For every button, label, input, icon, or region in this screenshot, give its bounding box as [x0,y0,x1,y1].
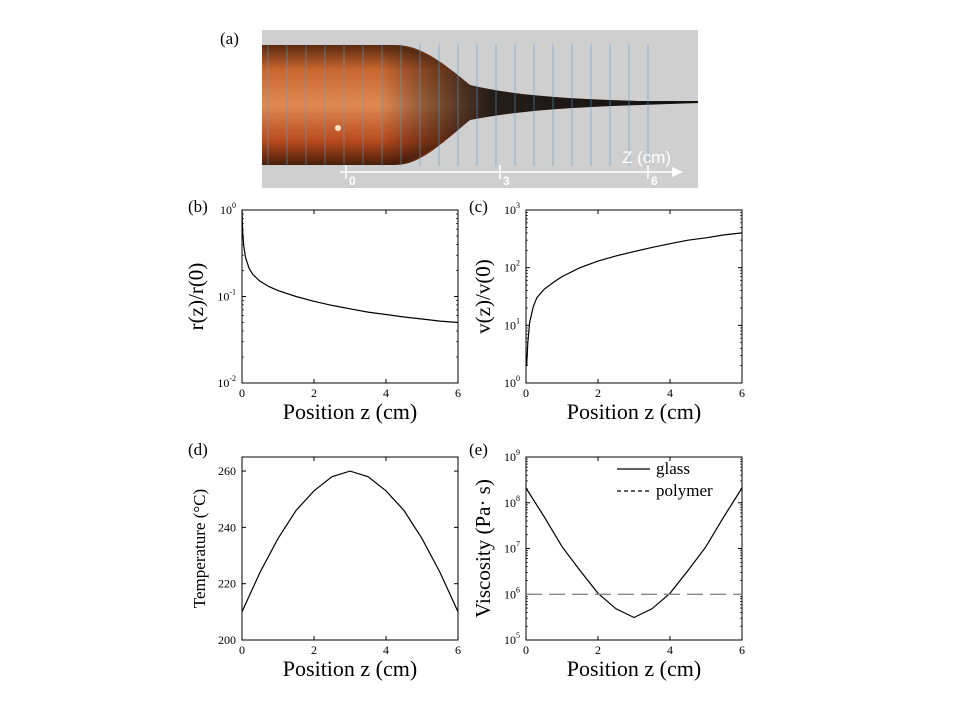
series-line-curve [241,209,459,324]
photo-gridlines [267,44,649,166]
y-tick-label: 100 [220,201,236,217]
y-tick-exp: -2 [229,374,236,383]
y-tick-exp: 5 [516,631,520,640]
y-tick-base: 10 [504,261,516,275]
photo-tick-label-6: 6 [651,174,658,188]
panel-label-a: (a) [220,29,239,48]
y-tick-label: 200 [218,633,236,647]
y-tick-exp: 3 [516,201,520,210]
x-tick-label: 4 [667,386,673,400]
y-tick-label: 260 [218,464,236,478]
x-tick-label: 2 [311,386,317,400]
x-tick-label: 4 [383,643,389,657]
x-tick-label: 2 [595,643,601,657]
y-tick-base: 10 [504,587,516,601]
y-tick-label: 240 [218,520,236,534]
panel-label-c: (c) [469,197,488,216]
x-tick-label: 6 [455,386,461,400]
y-tick-exp: 6 [516,585,520,594]
y-tick-label: 102 [504,259,520,275]
x-axis-label: Position z (cm) [283,399,417,424]
y-tick-label: 105 [504,631,520,647]
preform-neck-shadow [380,45,698,165]
photo-scale-arrow [672,167,683,177]
x-tick-label: 0 [239,643,245,657]
y-axis-label: Viscosity (Pa· s) [471,479,495,618]
y-axis-label: v(z)/v(0) [471,259,495,334]
x-tick-label: 6 [739,643,745,657]
axes-frame [241,209,459,384]
y-tick-exp: 1 [516,316,520,325]
y-tick-exp: 2 [516,259,520,268]
y-tick-label: 106 [504,585,520,601]
legend-label-polymer: polymer [656,481,713,500]
y-axis-label: Temperature (°C) [190,489,209,608]
x-tick-label: 2 [311,643,317,657]
x-axis-label: Position z (cm) [567,399,701,424]
series-line-curve [526,232,743,366]
y-tick-label: 10-1 [217,288,236,304]
y-tick-base: 10 [504,318,516,332]
panel-label-e: (e) [469,440,488,459]
y-tick-base: 10 [504,376,516,390]
photo-tick-label-0: 0 [349,174,356,188]
y-tick-label: 109 [504,448,520,464]
x-tick-label: 0 [239,386,245,400]
x-tick-label: 2 [595,386,601,400]
y-tick-exp: 8 [516,494,520,503]
panel-label-b: (b) [188,197,208,216]
y-axis-label: r(z)/r(0) [184,263,208,331]
y-tick-label: 10-2 [217,374,236,390]
x-tick-label: 6 [739,386,745,400]
x-axis-label: Position z (cm) [283,656,417,681]
y-tick-label: 101 [504,316,520,332]
photo-tick-label-3: 3 [503,174,510,188]
panel-label-d: (d) [188,440,208,459]
photo-bubble [335,125,341,131]
y-tick-label: 220 [218,577,236,591]
y-tick-exp: 0 [232,201,236,210]
legend-label-glass: glass [656,459,690,478]
panel-d: (d) 0 2 4 6 260 240 220 200 Position z (cm) Temper… [188,440,461,681]
x-tick-label: 6 [455,643,461,657]
y-tick-base: 10 [504,542,516,556]
x-tick-label: 0 [523,643,529,657]
x-tick-label: 4 [667,643,673,657]
axes-frame [241,456,459,641]
series-line-curve [241,470,459,613]
x-axis-label: Position z (cm) [567,656,701,681]
axes-frame [525,209,743,384]
y-tick-base: 10 [504,203,516,217]
x-tick-label: 0 [523,386,529,400]
y-tick-exp: 0 [516,374,520,383]
y-tick-label: 107 [504,540,520,556]
y-tick-base: 10 [217,290,229,304]
y-tick-exp: 7 [516,540,520,549]
x-tick-label: 4 [383,386,389,400]
y-tick-exp: 9 [516,448,520,457]
photo-axis-label: Z (cm) [622,148,671,167]
y-tick-base: 10 [504,633,516,647]
series-line-glass [525,487,743,619]
y-tick-base: 10 [504,450,516,464]
y-tick-base: 10 [220,203,232,217]
panel-a: (a) 0 3 6 Z (cm) [220,29,698,188]
y-tick-base: 10 [217,376,229,390]
y-tick-exp: -1 [229,288,236,297]
y-tick-label: 108 [504,494,520,510]
y-tick-label: 103 [504,201,520,217]
y-tick-label: 100 [504,374,520,390]
y-tick-base: 10 [504,496,516,510]
